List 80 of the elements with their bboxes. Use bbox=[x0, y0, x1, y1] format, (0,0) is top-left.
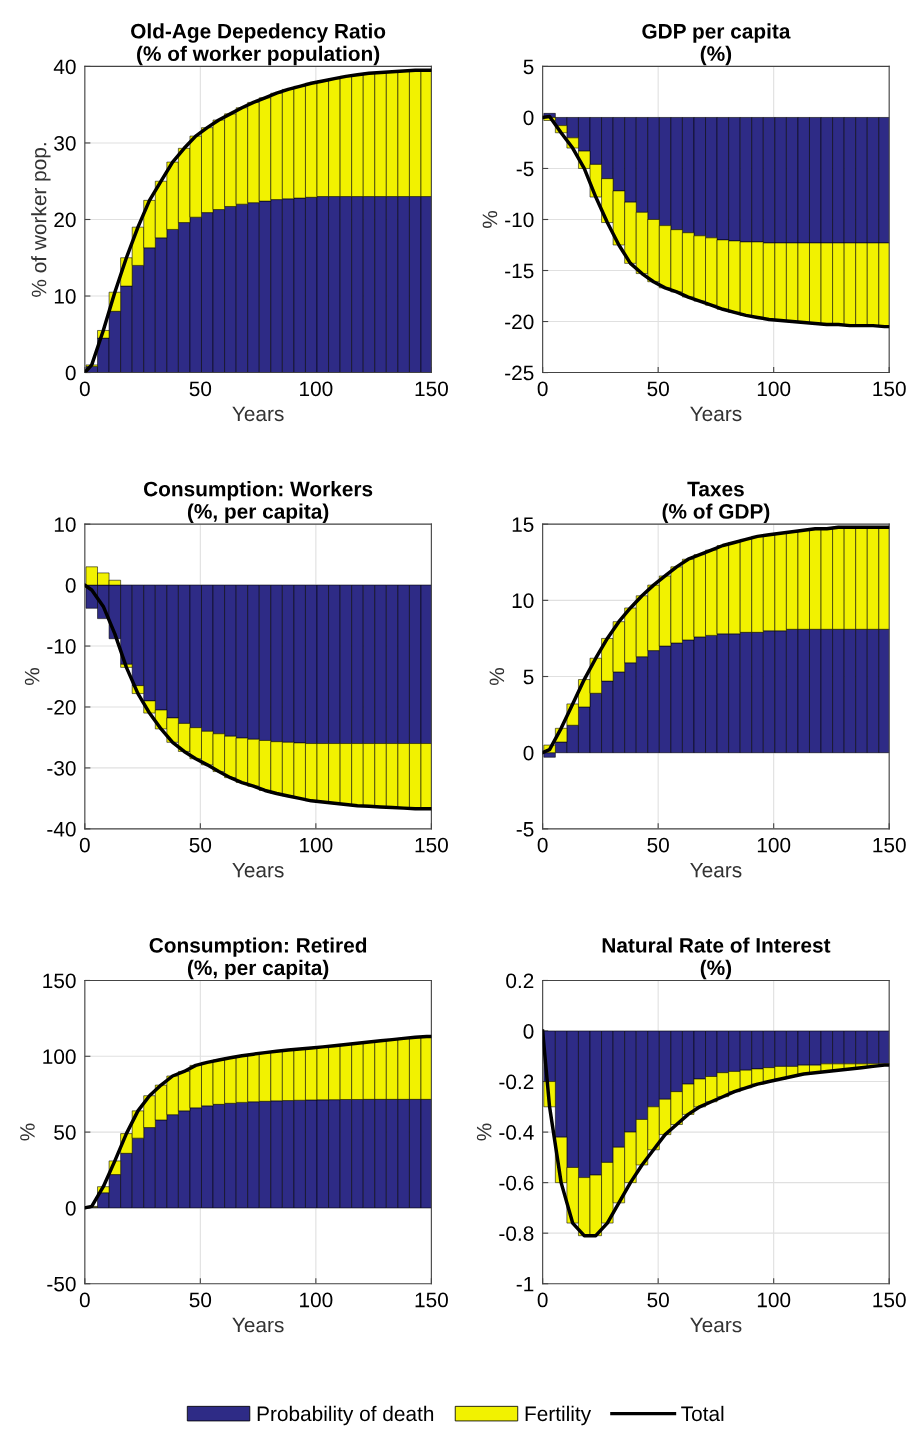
x-axis-title: Years bbox=[232, 862, 284, 878]
y-tick-label: -40 bbox=[47, 821, 76, 837]
y-tick-label: -5 bbox=[516, 822, 534, 837]
x-tick-label: 50 bbox=[647, 381, 669, 397]
y-axis-title: % bbox=[482, 210, 498, 229]
y-axis-title: % bbox=[476, 1123, 492, 1141]
y-tick-label: -5 bbox=[516, 161, 534, 177]
y-tick-label: 50 bbox=[54, 1125, 76, 1140]
x-axis-title: Years bbox=[232, 1317, 284, 1333]
y-tick-label: 0 bbox=[65, 365, 76, 381]
y-tick-label: 20 bbox=[54, 212, 76, 228]
y-tick-label: -0.2 bbox=[499, 1074, 534, 1090]
x-tick-label: 0 bbox=[79, 837, 90, 853]
x-tick-label: 100 bbox=[300, 381, 333, 397]
y-tick-label: -20 bbox=[505, 314, 534, 330]
x-tick-label: 100 bbox=[757, 837, 791, 853]
y-tick-label: 150 bbox=[43, 973, 76, 989]
y-tick-label: -0.4 bbox=[499, 1125, 534, 1140]
x-axis-title: Years bbox=[690, 862, 742, 878]
x-axis-title: Years bbox=[690, 406, 742, 422]
x-tick-label: 50 bbox=[189, 1292, 212, 1308]
chart-title: Taxes (% of GDP) bbox=[662, 481, 770, 523]
y-tick-label: -0.8 bbox=[499, 1226, 534, 1241]
x-tick-label: 50 bbox=[647, 837, 669, 853]
y-tick-label: 5 bbox=[523, 669, 534, 685]
y-tick-label: 100 bbox=[43, 1049, 76, 1065]
x-tick-label: 150 bbox=[415, 381, 448, 397]
x-tick-label: 50 bbox=[189, 837, 212, 853]
chart-title: Old-Age Depedency Ratio (% of worker population) bbox=[131, 23, 386, 66]
x-axis-title: Years bbox=[232, 406, 284, 422]
x-tick-label: 150 bbox=[415, 1292, 448, 1308]
legend-label: Total bbox=[681, 1405, 724, 1422]
x-tick-label: 150 bbox=[873, 381, 906, 397]
x-tick-label: 0 bbox=[537, 1292, 548, 1308]
y-tick-label: -1 bbox=[516, 1276, 534, 1292]
legend-label: Probability of death bbox=[257, 1405, 434, 1426]
y-tick-label: 0 bbox=[65, 578, 76, 593]
y-axis-title: % of worker pop. bbox=[31, 143, 51, 297]
x-tick-label: 100 bbox=[757, 1292, 791, 1308]
y-tick-label: -15 bbox=[505, 263, 534, 279]
legend-label: Fertility bbox=[525, 1405, 592, 1426]
y-axis-title: % bbox=[24, 667, 40, 686]
y-tick-label: -25 bbox=[505, 365, 534, 381]
y-tick-label: -50 bbox=[47, 1276, 76, 1292]
y-tick-label: 0 bbox=[65, 1200, 76, 1216]
y-tick-label: 30 bbox=[54, 135, 76, 151]
chart-title: Consumption: Retired (%, per capita) bbox=[149, 937, 367, 980]
x-tick-label: 0 bbox=[79, 1292, 90, 1308]
y-tick-label: 0 bbox=[523, 1024, 534, 1039]
y-tick-label: 5 bbox=[523, 59, 534, 75]
x-axis-title: Years bbox=[690, 1317, 742, 1333]
y-tick-label: 0 bbox=[523, 745, 534, 761]
chart-title: GDP per capita (%) bbox=[642, 23, 791, 66]
x-tick-label: 100 bbox=[757, 381, 791, 397]
x-tick-label: 100 bbox=[300, 1292, 333, 1308]
x-tick-label: 150 bbox=[873, 1292, 906, 1308]
y-tick-label: -10 bbox=[47, 639, 76, 654]
chart-title: Natural Rate of Interest (%) bbox=[602, 937, 831, 980]
y-tick-label: 15 bbox=[512, 517, 534, 532]
y-tick-label: -10 bbox=[505, 212, 534, 228]
y-tick-label: 0 bbox=[523, 110, 534, 126]
x-tick-label: 150 bbox=[415, 837, 448, 853]
y-tick-label: 0.2 bbox=[506, 973, 534, 989]
chart-title: Consumption: Workers (%, per capita) bbox=[143, 481, 373, 523]
x-tick-label: 0 bbox=[537, 381, 548, 397]
x-tick-label: 0 bbox=[537, 837, 548, 853]
x-tick-label: 0 bbox=[79, 381, 90, 397]
y-tick-label: -0.6 bbox=[499, 1175, 534, 1191]
x-tick-label: 50 bbox=[189, 381, 212, 397]
y-axis-title: % bbox=[489, 667, 505, 686]
x-tick-label: 100 bbox=[300, 837, 333, 853]
x-tick-label: 50 bbox=[647, 1292, 669, 1308]
y-tick-label: -30 bbox=[47, 760, 76, 776]
y-tick-label: 10 bbox=[54, 517, 76, 532]
y-tick-label: 10 bbox=[54, 289, 76, 304]
y-tick-label: -20 bbox=[47, 699, 76, 715]
y-axis-title: % bbox=[20, 1123, 35, 1141]
x-tick-label: 150 bbox=[873, 837, 906, 853]
y-tick-label: 10 bbox=[512, 593, 534, 609]
y-tick-label: 40 bbox=[53, 59, 76, 75]
